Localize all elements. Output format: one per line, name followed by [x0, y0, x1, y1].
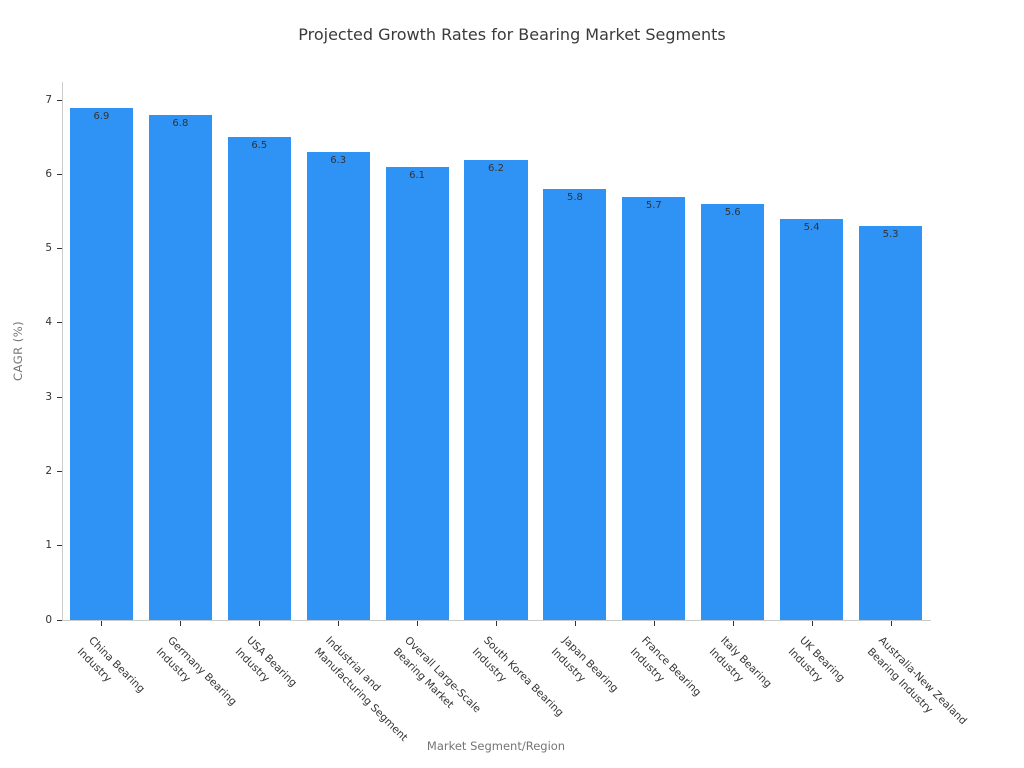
bar	[69, 107, 134, 620]
y-tick-mark	[57, 248, 62, 250]
y-tick-label: 7	[45, 93, 52, 106]
bar-value-label: 6.5	[251, 140, 268, 152]
bar-value-label: 6.2	[488, 162, 504, 174]
x-tick-mark	[259, 621, 261, 626]
x-axis-label: Market Segment/Region	[426, 739, 566, 753]
y-tick-mark	[57, 396, 62, 398]
y-tick-label: 3	[45, 390, 52, 403]
x-tick-label: Japan Bearing Industry	[548, 634, 621, 695]
x-tick-label: China Bearing Industry	[75, 634, 148, 696]
x-tick-mark	[574, 621, 576, 626]
y-tick-mark	[57, 99, 62, 101]
x-tick-label: France Bearing Industry	[627, 634, 704, 699]
bar	[780, 219, 844, 620]
x-tick-mark	[180, 621, 182, 626]
x-tick-label: Australia-New Zealand Bearing Industry	[864, 634, 969, 728]
bar-value-label: 6.1	[409, 170, 426, 182]
bar-value-label: 5.4	[803, 222, 820, 233]
x-tick-mark	[890, 621, 892, 626]
bar-value-label: 5.7	[645, 199, 662, 211]
y-tick-label: 2	[45, 464, 52, 477]
x-tick-mark	[338, 621, 340, 626]
x-tick-label: Italy Bearing Industry	[706, 634, 774, 691]
bar	[622, 196, 686, 620]
bar	[543, 189, 607, 620]
y-tick-mark	[57, 173, 62, 175]
y-tick-mark	[57, 322, 62, 324]
y-tick-label: 4	[45, 316, 52, 329]
y-tick-label: 0	[45, 613, 52, 626]
y-tick-label: 5	[45, 242, 52, 255]
bar	[227, 137, 291, 620]
x-tick-label: South Korea Bearing Industry	[469, 634, 566, 720]
bar	[148, 115, 212, 620]
x-tick-mark	[496, 621, 497, 626]
bar	[701, 204, 765, 620]
y-tick-mark	[57, 470, 62, 472]
x-tick-mark	[811, 621, 813, 626]
x-tick-mark	[653, 621, 655, 626]
x-tick-label: UK Bearing Industry	[785, 634, 847, 685]
y-tick-label: 1	[45, 539, 52, 552]
bar	[385, 167, 449, 620]
bar-value-label: 5.8	[566, 192, 583, 204]
plot-area	[62, 82, 931, 621]
x-tick-mark	[417, 621, 419, 626]
bar	[464, 159, 528, 620]
x-tick-label: USA Bearing Industry	[233, 634, 300, 690]
x-tick-mark	[101, 621, 103, 626]
x-tick-label: Germany Bearing Industry	[154, 634, 240, 709]
y-tick-label: 6	[45, 167, 52, 180]
bar-value-label: 5.3	[882, 229, 899, 241]
y-tick-mark	[57, 545, 62, 547]
bar-value-label: 6.9	[93, 110, 110, 122]
bar-value-label: 6.8	[172, 118, 189, 130]
chart-title: Projected Growth Rates for Bearing Marke…	[298, 25, 726, 44]
bar	[858, 226, 923, 620]
bar	[306, 152, 370, 620]
x-tick-mark	[732, 621, 734, 626]
bar-value-label: 6.3	[330, 155, 347, 167]
y-tick-mark	[57, 619, 62, 621]
bar-value-label: 5.6	[724, 207, 741, 219]
